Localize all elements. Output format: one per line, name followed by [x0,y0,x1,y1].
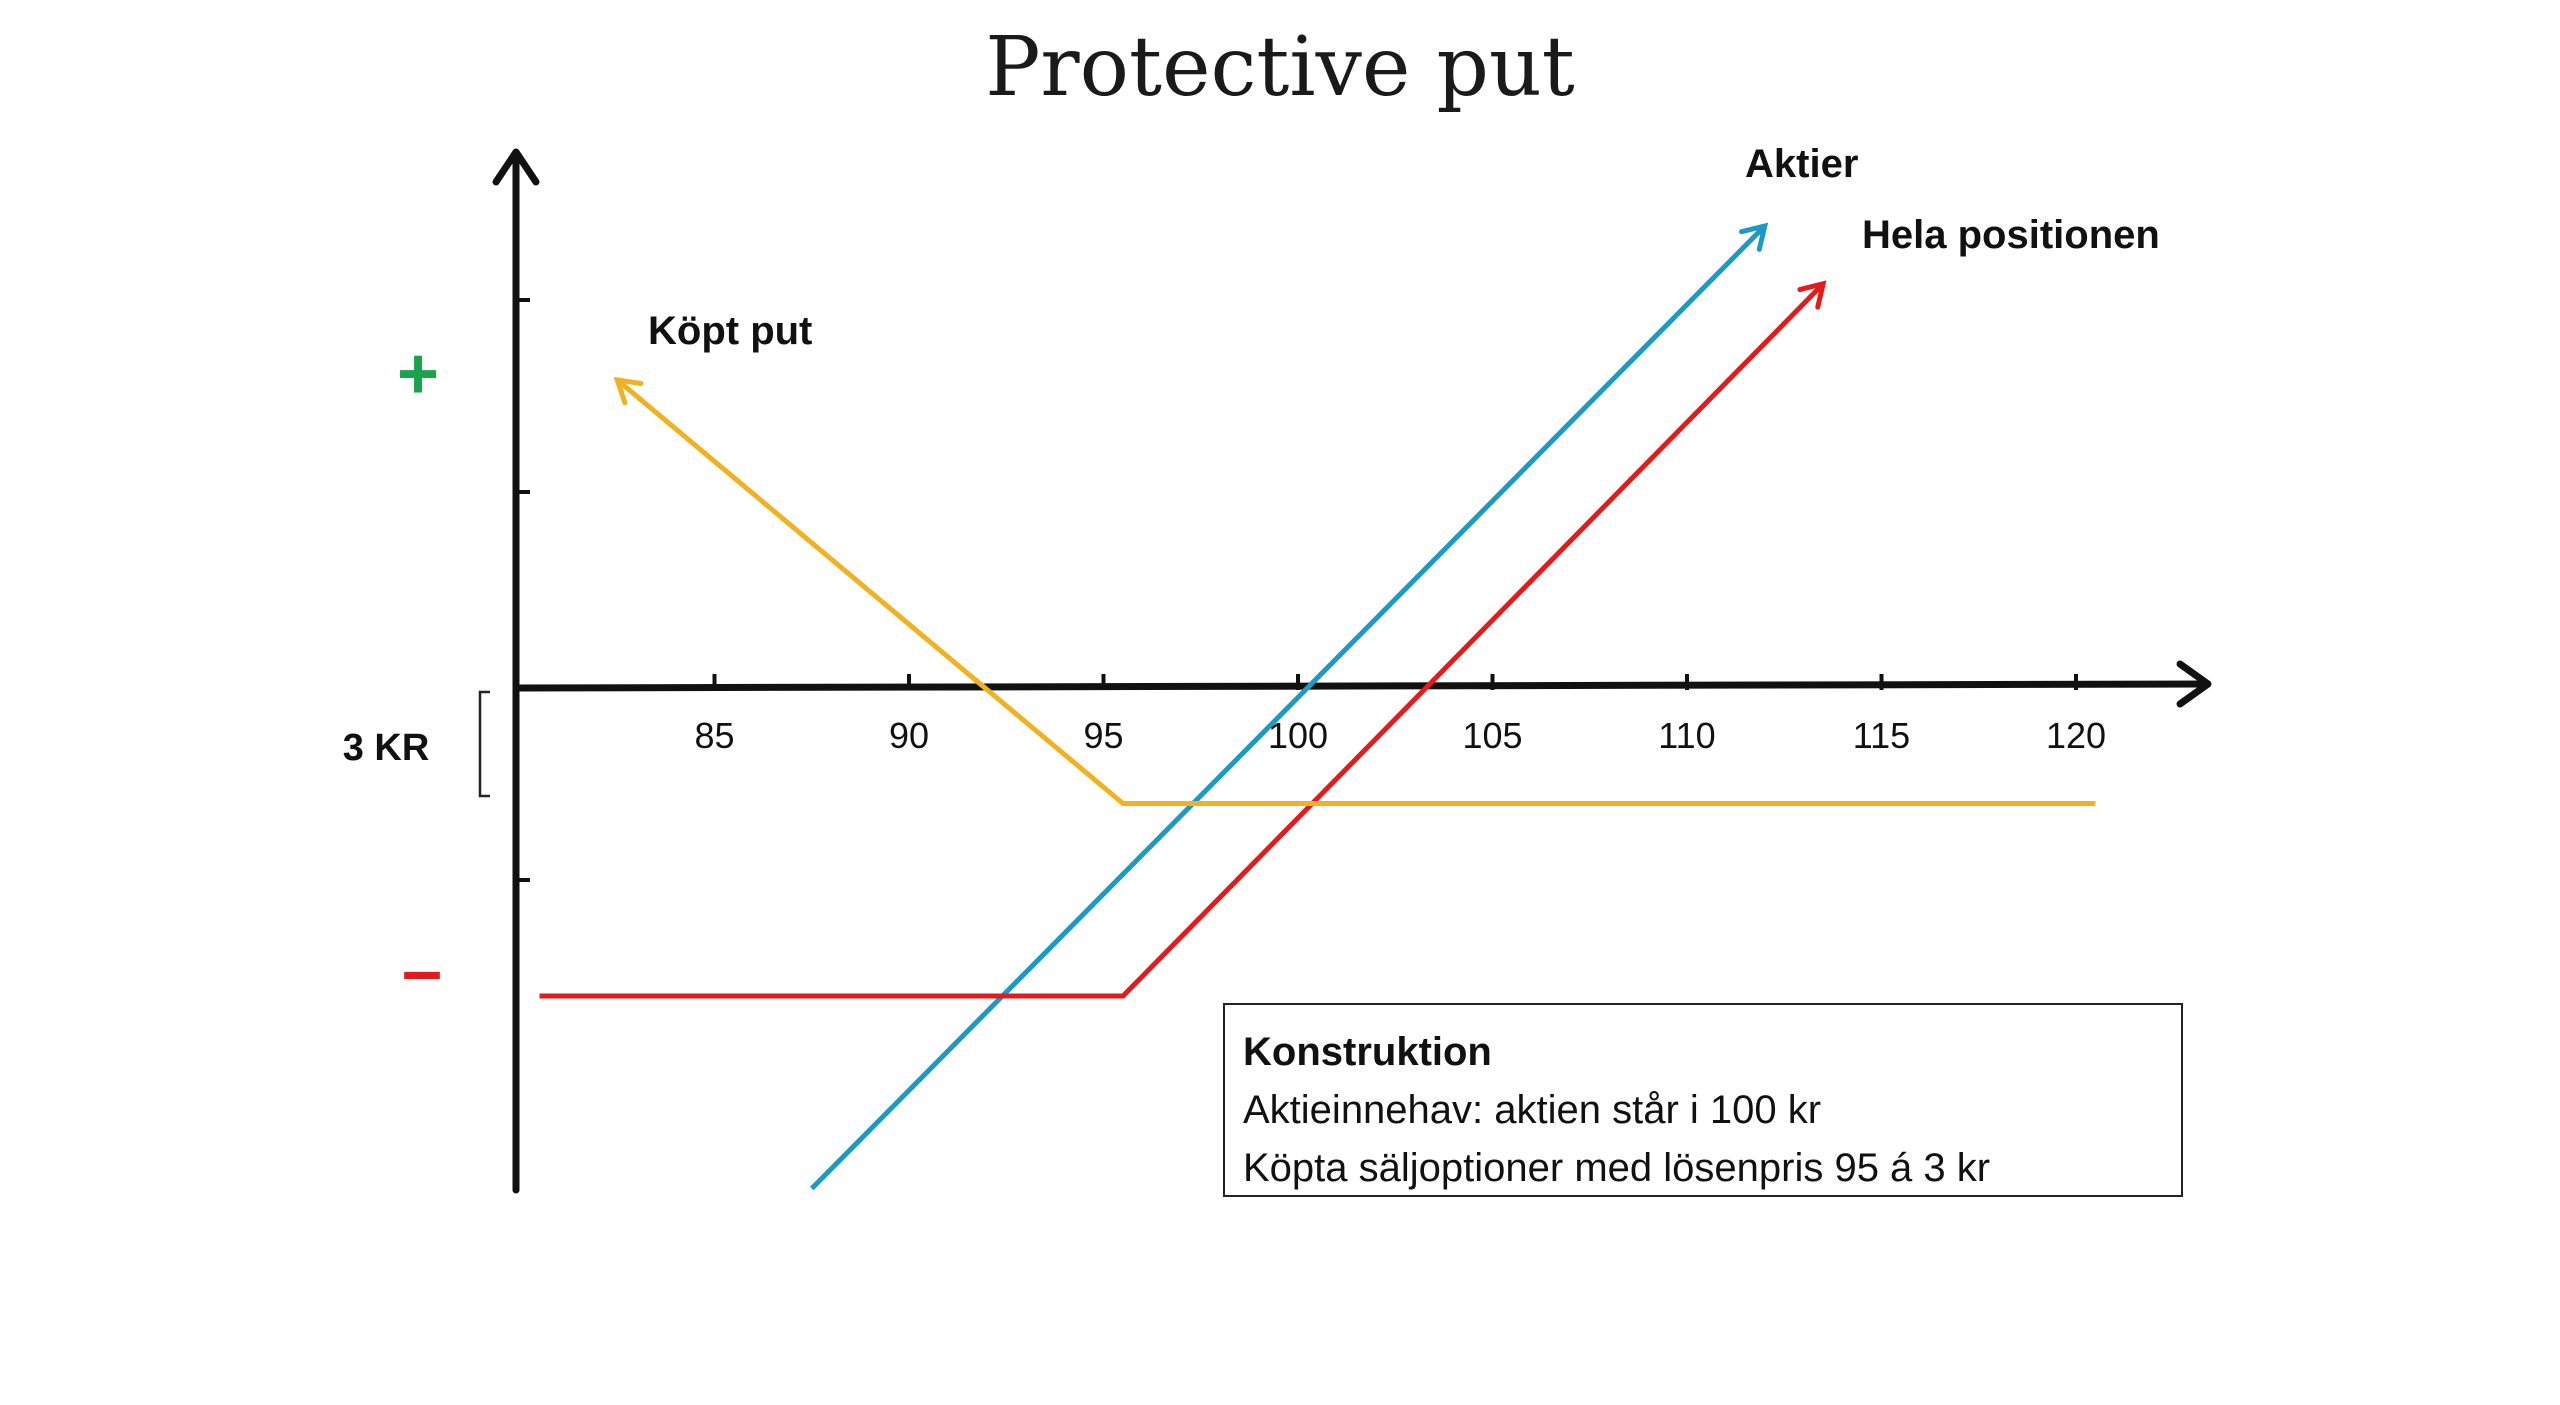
x-tick-label: 100 [1268,715,1328,756]
series-line-aktier [810,224,1767,1191]
series-arrowhead-hela-positionen [1797,280,1827,310]
x-tick-label: 110 [1658,715,1715,756]
x-tick-label: 120 [2046,715,2106,756]
plus-sign: + [397,334,439,414]
page-title: Protective put [985,20,1575,115]
minus-sign: – [402,931,442,1011]
axes [478,148,2212,1194]
x-tick-label: 95 [1083,715,1123,756]
series-arrowhead-k-pt-put [613,376,644,406]
series-layer [539,222,2096,1191]
x-tick-label: 115 [1853,715,1910,756]
x-tick-label: 105 [1462,715,1522,756]
series-line-hela-positionen [539,282,1825,999]
series-line-k-pt-put [615,378,2096,806]
construction-heading: Konstruktion [1243,1030,1492,1074]
y-axis-arrowhead [492,148,540,186]
series-label-aktier: Aktier [1745,142,1858,186]
construction-line-1: Aktieinnehav: aktien står i 100 kr [1243,1088,1822,1132]
construction-box: Konstruktion Aktieinnehav: aktien står i… [1223,1003,2183,1197]
x-tick-label: 85 [694,715,734,756]
series-label-k-pt-put: Köpt put [648,309,812,353]
premium-label: 3 KR [343,727,430,769]
series-label-hela-positionen: Hela positionen [1862,213,2160,257]
premium-bracket [478,690,490,798]
x-axis-arrowhead [2176,660,2212,708]
series-arrowhead-aktier [1738,222,1769,252]
x-axis [512,680,2209,692]
x-tick-label: 90 [889,715,929,756]
construction-line-2: Köpta säljoptioner med lösenpris 95 á 3 … [1243,1146,1991,1190]
